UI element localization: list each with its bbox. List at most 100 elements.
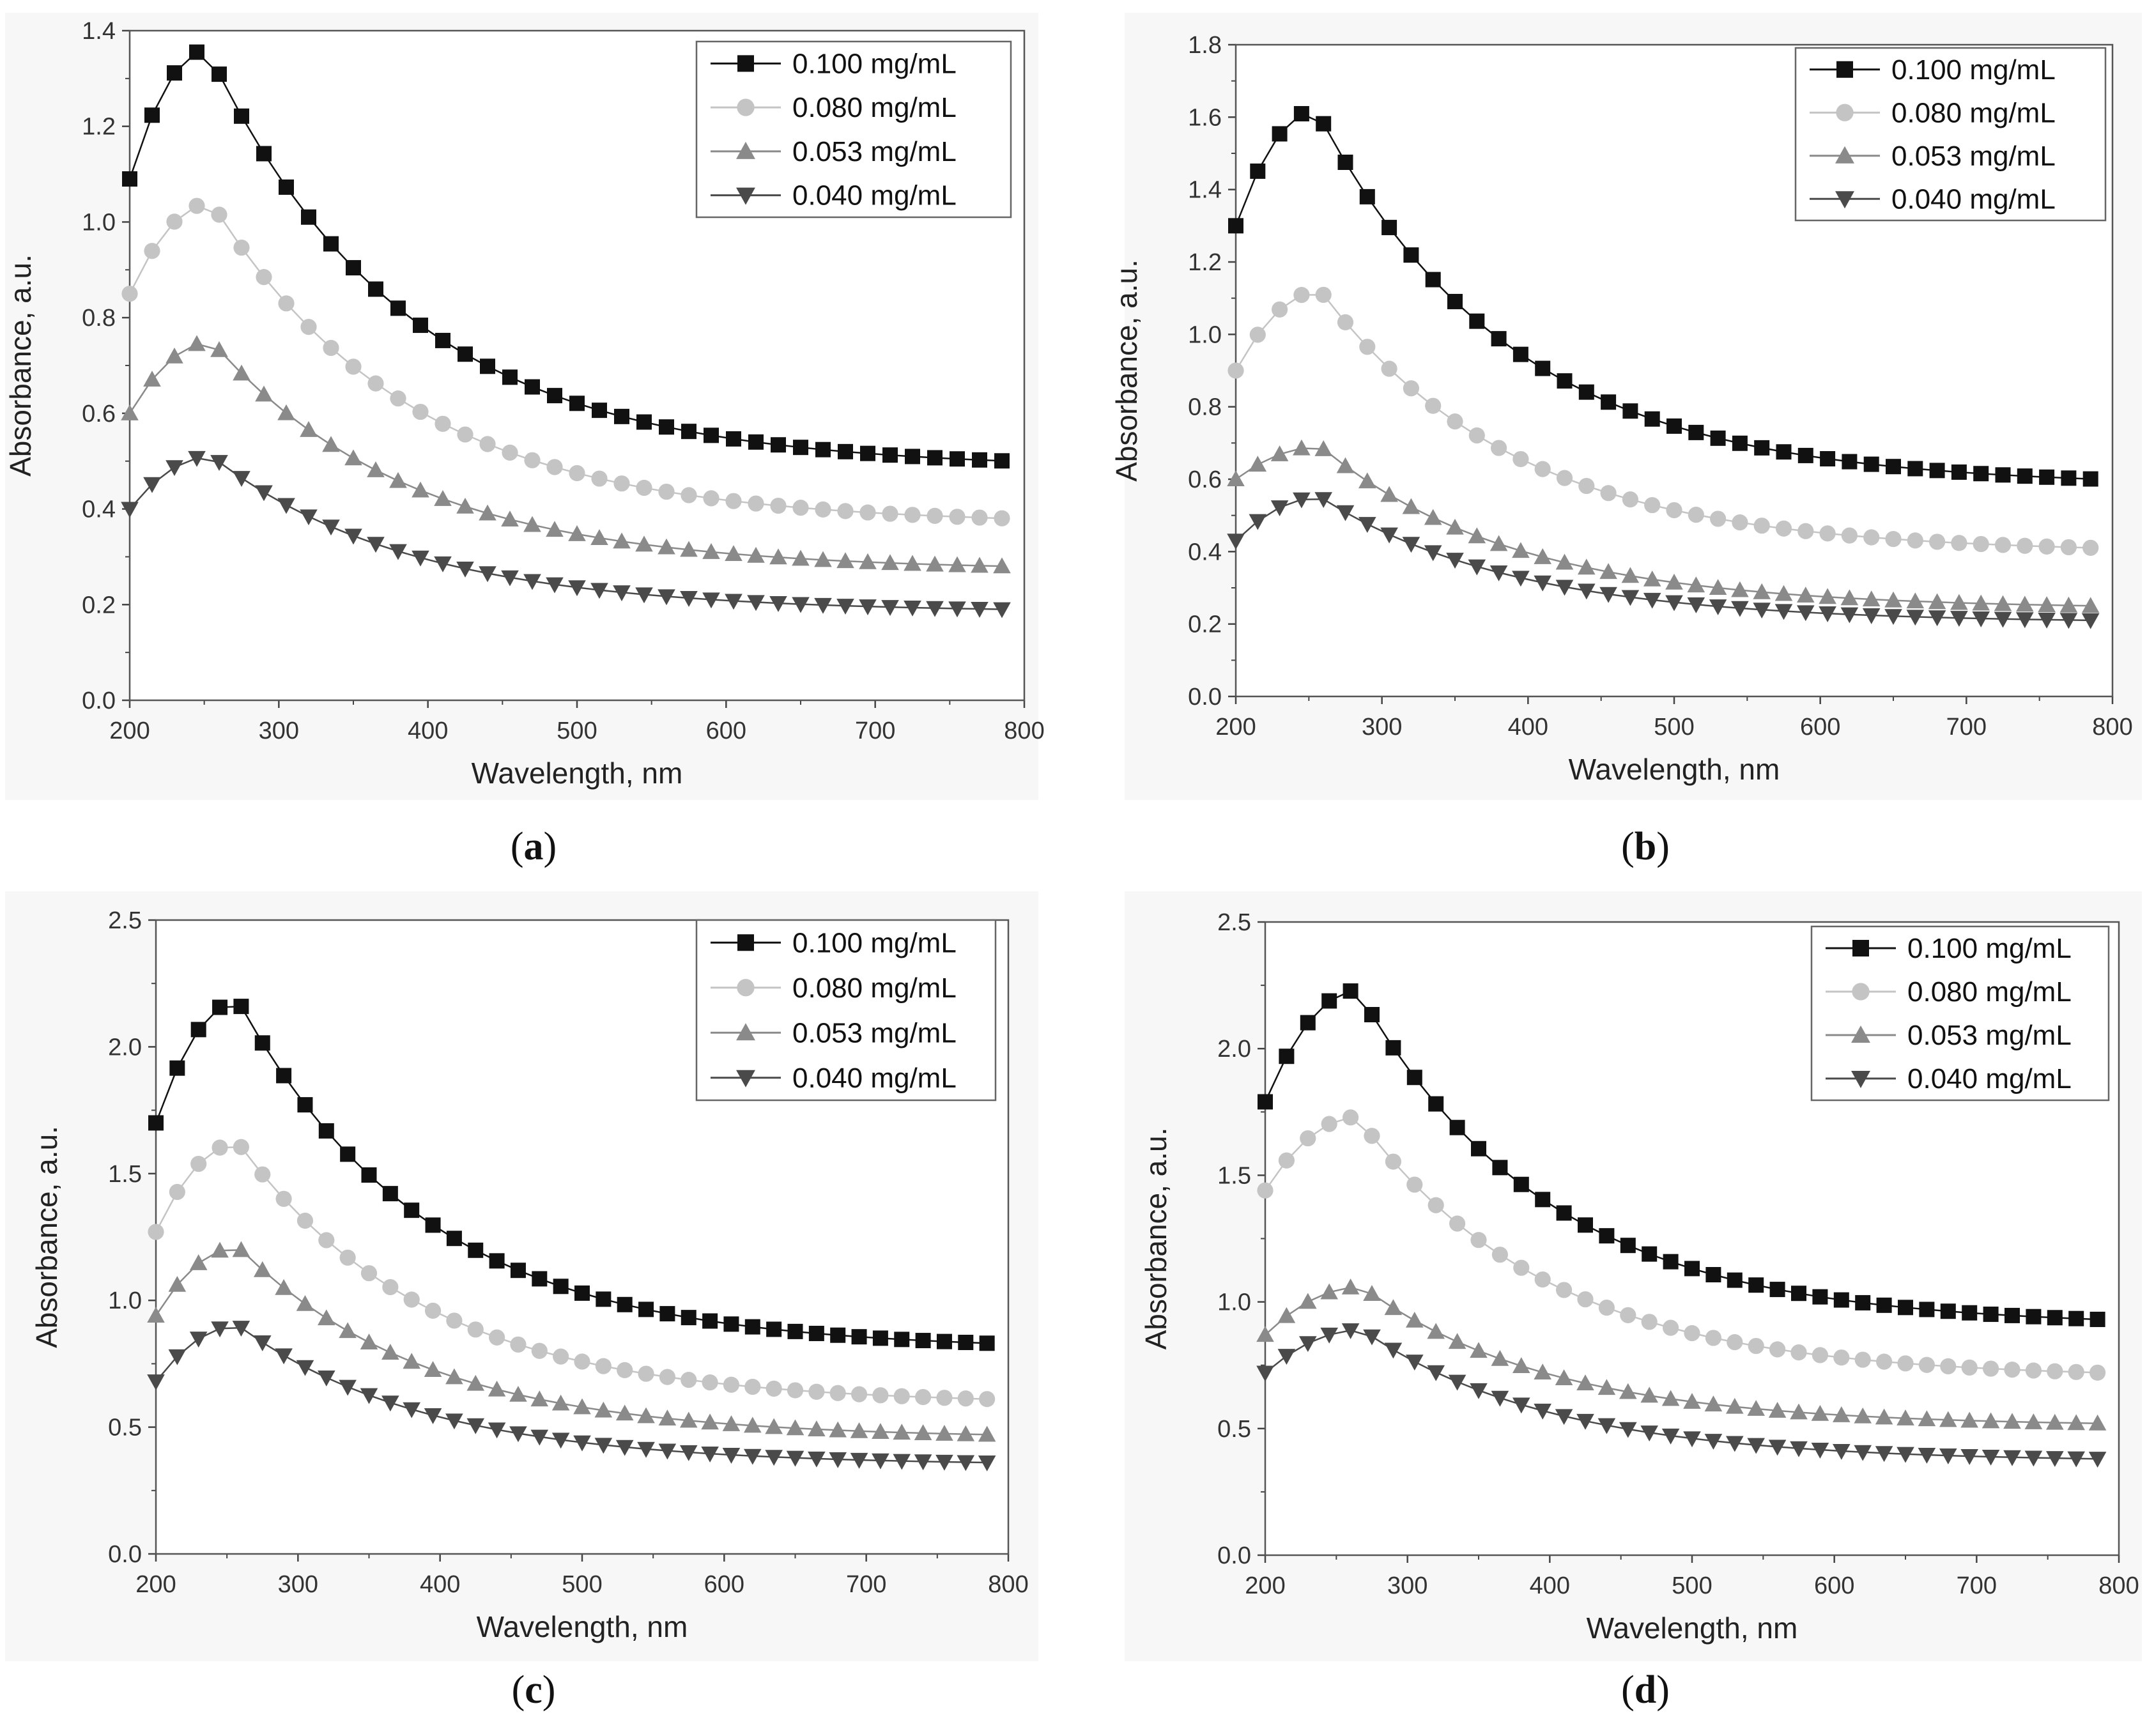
series-line [128, 342, 1003, 567]
data-point [792, 549, 810, 566]
data-point [1640, 1386, 1658, 1403]
data-point [144, 243, 160, 259]
data-point [1661, 1428, 1680, 1445]
data-point [168, 1349, 187, 1365]
data-point [1995, 467, 2011, 483]
data-point [1406, 1311, 1424, 1328]
legend-label: 0.100 mg/mL [1891, 54, 2056, 86]
series-line [155, 1005, 987, 1344]
data-point [296, 1212, 314, 1229]
y-axis-title: Absorbance, a.u. [1110, 259, 1143, 482]
data-point [1555, 580, 1574, 596]
data-point [531, 1342, 548, 1359]
data-point [747, 546, 765, 563]
data-point [275, 1190, 292, 1207]
data-point [1257, 1182, 1274, 1199]
legend-label: 0.053 mg/mL [792, 136, 957, 167]
data-point [1556, 470, 1573, 486]
data-point [1876, 1297, 1892, 1313]
data-point [957, 1425, 975, 1441]
data-point [702, 1374, 718, 1391]
data-point [279, 179, 294, 195]
legend-label: 0.100 mg/mL [792, 927, 957, 958]
data-point [1951, 464, 1967, 480]
caption-close: ) [1656, 1668, 1670, 1712]
data-point [296, 1294, 314, 1311]
data-point [382, 1186, 398, 1202]
legend-marker [737, 55, 754, 72]
data-point [1929, 463, 1945, 479]
series-line [155, 1249, 987, 1436]
data-point [1833, 1443, 1851, 1460]
data-point [360, 1333, 378, 1350]
data-point [525, 379, 540, 395]
data-point [1597, 1379, 1616, 1395]
data-point [1754, 440, 1770, 456]
data-point [1907, 532, 1923, 549]
x-axis-title: Wavelength, nm [477, 1610, 688, 1643]
data-point [702, 543, 720, 559]
data-point [188, 450, 206, 467]
data-point [994, 453, 1010, 469]
data-point [2005, 1307, 2020, 1323]
data-point [725, 493, 742, 509]
x-tick-label: 600 [1814, 1572, 1854, 1599]
x-axis-title: Wavelength, nm [1569, 753, 1780, 786]
data-point [1512, 1397, 1530, 1414]
data-point [322, 436, 340, 452]
data-point [524, 452, 541, 468]
data-point [546, 521, 564, 537]
data-point [188, 335, 206, 351]
data-point [1820, 451, 1836, 467]
data-point [850, 1422, 868, 1438]
data-point [681, 1310, 696, 1326]
data-point [1343, 983, 1358, 999]
data-point [701, 1447, 719, 1463]
data-point [1727, 1333, 1743, 1351]
data-point [1512, 450, 1529, 468]
legend-label: 0.053 mg/mL [792, 1017, 957, 1049]
data-point [360, 1265, 378, 1282]
data-point [679, 1445, 698, 1461]
data-point [893, 1424, 911, 1440]
series-line [1265, 1286, 2098, 1424]
data-point [1278, 1152, 1295, 1169]
data-point [1449, 1119, 1465, 1135]
data-point [1447, 293, 1463, 309]
data-point [2016, 595, 2034, 612]
legend: 0.100 mg/mL 0.080 mg/mL 0.053 mg/mL 0.040 m… [1794, 47, 2107, 222]
data-point [936, 1333, 952, 1349]
data-point [614, 408, 629, 424]
data-point [2003, 1450, 2021, 1466]
data-point [765, 1450, 783, 1466]
y-tick-label: 1.2 [1188, 249, 1222, 276]
data-point [1491, 1247, 1508, 1263]
panel-caption: (d) [1621, 1668, 1670, 1712]
data-point [434, 556, 452, 572]
data-point [1512, 542, 1530, 558]
data-point [275, 1279, 293, 1295]
data-point [276, 1068, 292, 1084]
data-point [1886, 459, 1901, 475]
data-point [723, 1316, 739, 1332]
data-point [872, 1330, 888, 1346]
data-point [1972, 594, 1990, 611]
x-tick-label: 200 [1245, 1572, 1285, 1599]
data-point [590, 583, 608, 599]
data-point [501, 570, 519, 587]
data-point [446, 1312, 463, 1329]
data-point [594, 1438, 613, 1454]
data-point [1337, 314, 1354, 331]
data-point [1598, 1300, 1615, 1316]
data-point [382, 1279, 399, 1296]
data-point [1929, 534, 1946, 550]
data-point [1643, 592, 1661, 609]
data-point [1270, 445, 1289, 461]
data-point [744, 1448, 762, 1465]
data-point [815, 442, 831, 457]
series-1 [1227, 286, 2099, 556]
data-point [1973, 466, 1989, 482]
data-point [189, 44, 204, 60]
data-point [1791, 1286, 1806, 1302]
data-point [509, 1385, 527, 1402]
